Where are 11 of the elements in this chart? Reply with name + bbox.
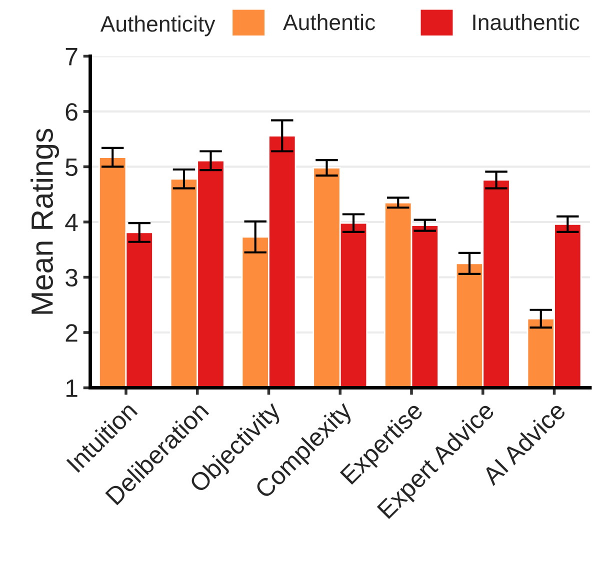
legend-label: Authentic [283,14,376,30]
y-tick-label: 2 [66,324,78,342]
y-tick-label: 3 [66,268,78,287]
y-tick-label: 4 [65,214,78,232]
y-tick-label: 7 [66,48,78,66]
y-tick-label: 1 [66,380,78,397]
legend-title: Authenticity [100,15,216,36]
y-axis-title: Mean Ratings [30,128,60,314]
y-tick-label: 6 [66,103,78,121]
legend-label: Inauthentic [473,14,580,30]
y-tick-label: 5 [66,158,78,176]
